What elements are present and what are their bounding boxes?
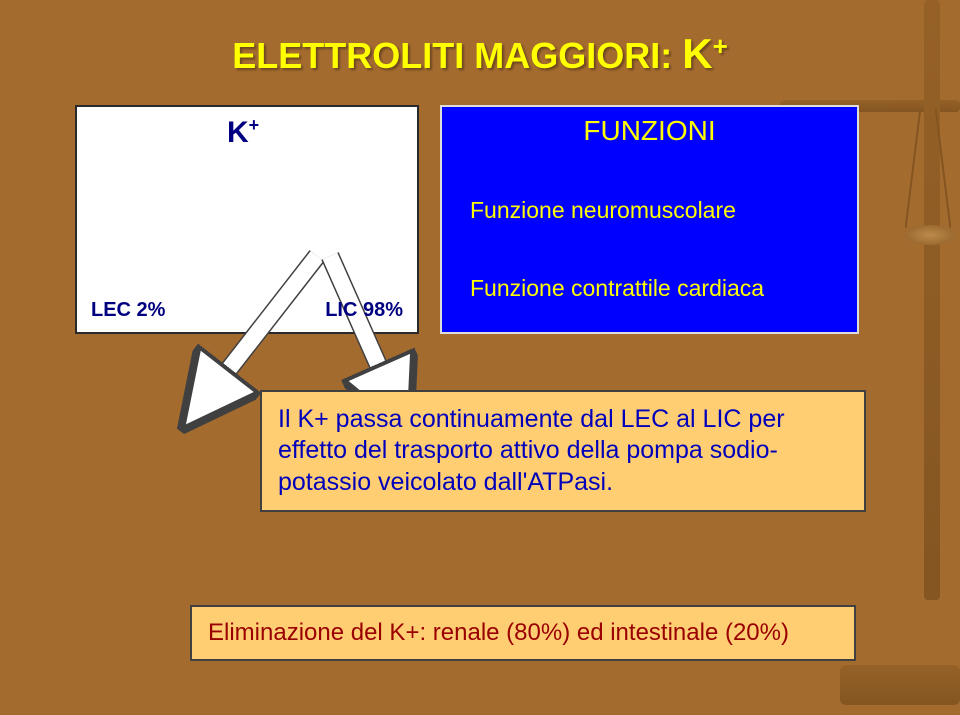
transport-text: Il K+ passa continuamente dal LEC al LIC… — [278, 405, 785, 496]
title-symbol: K — [682, 30, 712, 77]
elimination-text: Eliminazione del K+: renale (80%) ed int… — [208, 619, 789, 646]
slide-title: ELETTROLITI MAGGIORI: K+ — [0, 30, 960, 78]
title-separator: : — [660, 35, 682, 76]
k-symbol: K — [227, 116, 249, 149]
function-line-1: Funzione neuromuscolare — [470, 197, 736, 224]
lec-label: LEC 2% — [91, 299, 165, 322]
slide-root: ELETTROLITI MAGGIORI: K+ K+ LEC 2% LIC 9… — [0, 0, 960, 715]
k-label: K+ — [227, 115, 259, 150]
elimination-box: Eliminazione del K+: renale (80%) ed int… — [190, 605, 856, 661]
functions-title: FUNZIONI — [442, 115, 857, 147]
transport-box: Il K+ passa continuamente dal LEC al LIC… — [260, 390, 866, 512]
lec-lic-row: LEC 2% LIC 98% — [91, 299, 403, 322]
functions-box: FUNZIONI Funzione neuromuscolare Funzion… — [440, 105, 859, 334]
function-line-2: Funzione contrattile cardiaca — [470, 275, 764, 302]
title-prefix: ELETTROLITI MAGGIORI — [232, 35, 660, 76]
lic-label: LIC 98% — [325, 299, 403, 322]
left-distribution-box: K+ LEC 2% LIC 98% — [75, 105, 419, 334]
title-super: + — [713, 31, 728, 61]
k-super: + — [249, 115, 260, 135]
